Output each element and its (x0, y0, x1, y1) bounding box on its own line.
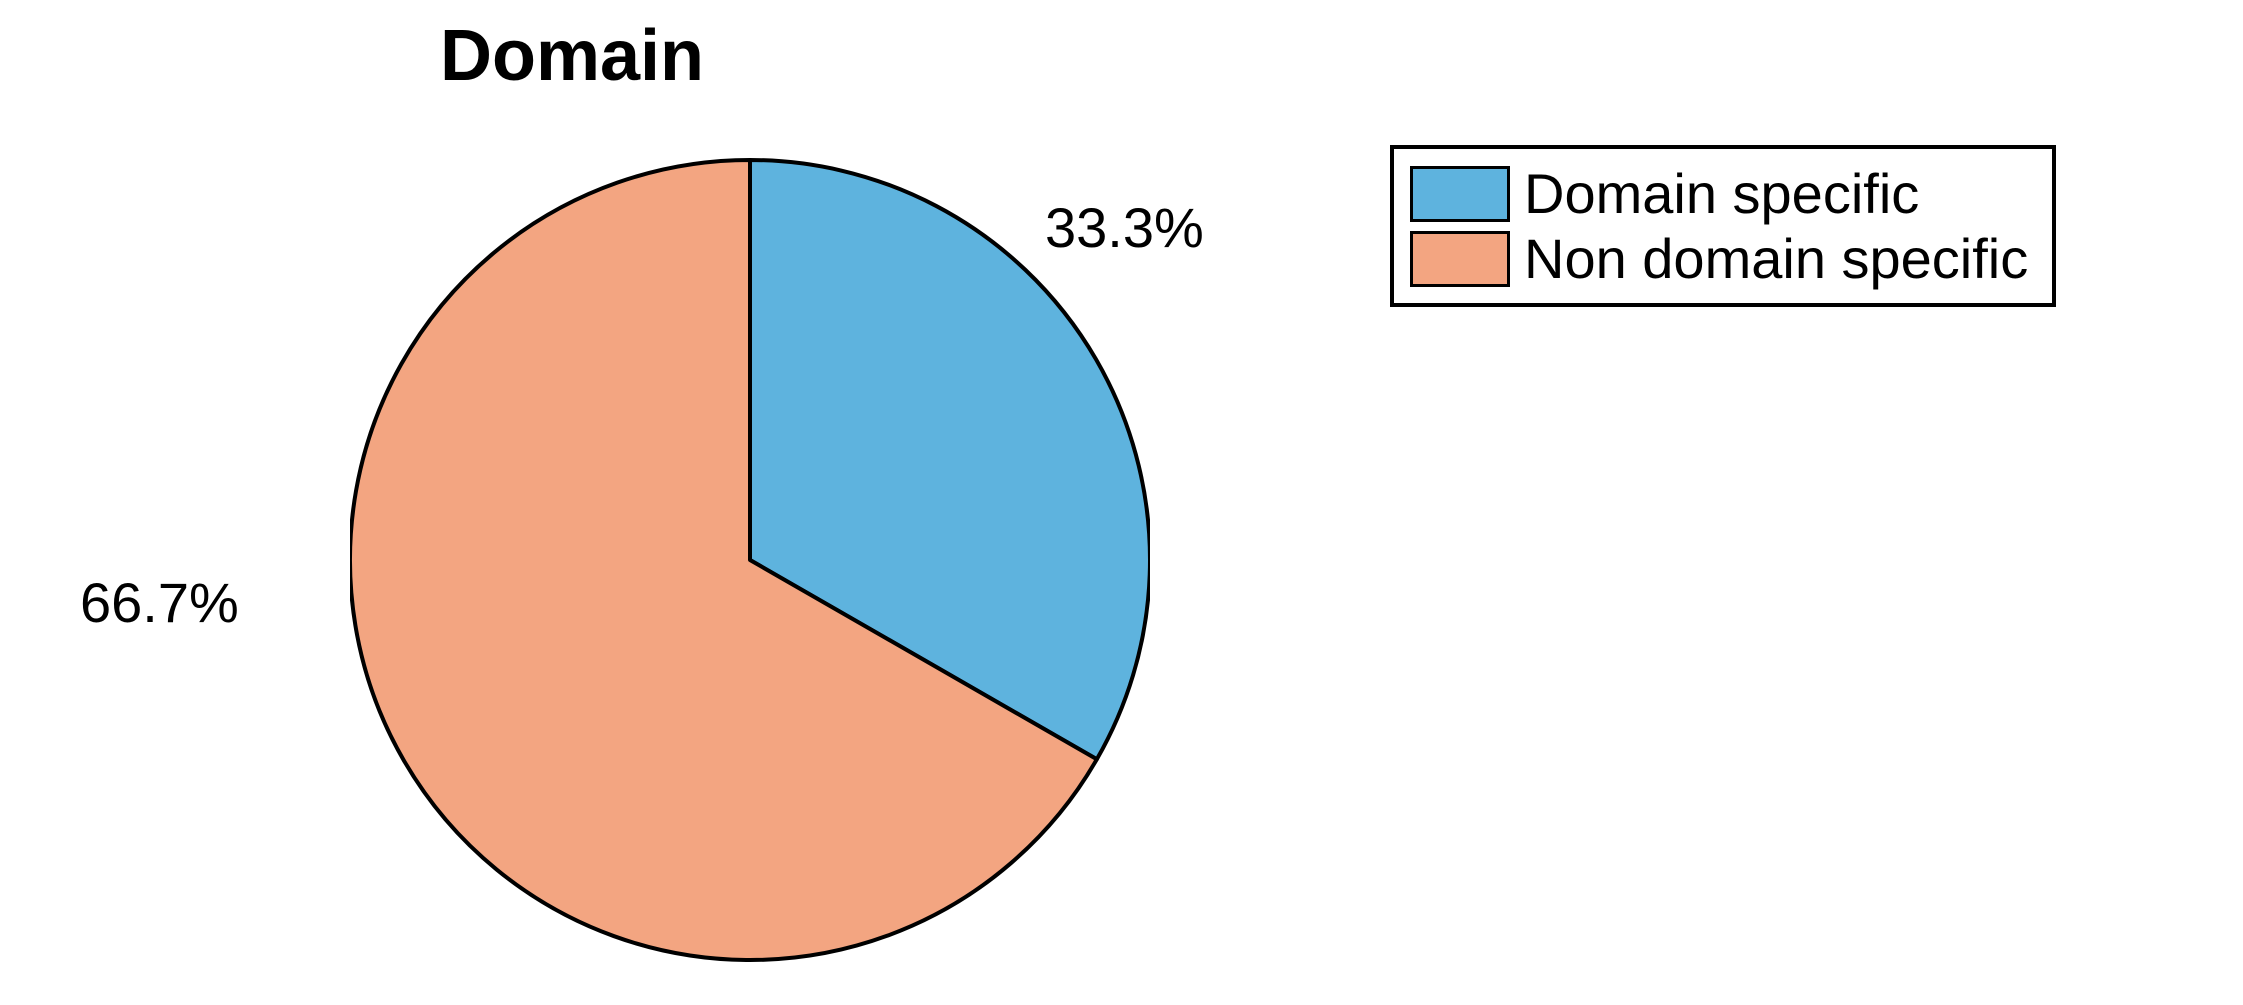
slice-1-pct-label: 33.3% (1045, 195, 1204, 260)
legend-label-1: Domain specific (1524, 161, 1919, 226)
pie-chart (350, 130, 1150, 1000)
chart-title: Domain (440, 15, 704, 97)
slice-2-pct-label: 66.7% (80, 570, 239, 635)
legend-swatch-2 (1410, 231, 1510, 287)
legend-label-2: Non domain specific (1524, 226, 2028, 291)
legend-item-2: Non domain specific (1410, 226, 2028, 291)
legend-item-1: Domain specific (1410, 161, 2028, 226)
legend: Domain specific Non domain specific (1390, 145, 2056, 307)
legend-swatch-1 (1410, 166, 1510, 222)
